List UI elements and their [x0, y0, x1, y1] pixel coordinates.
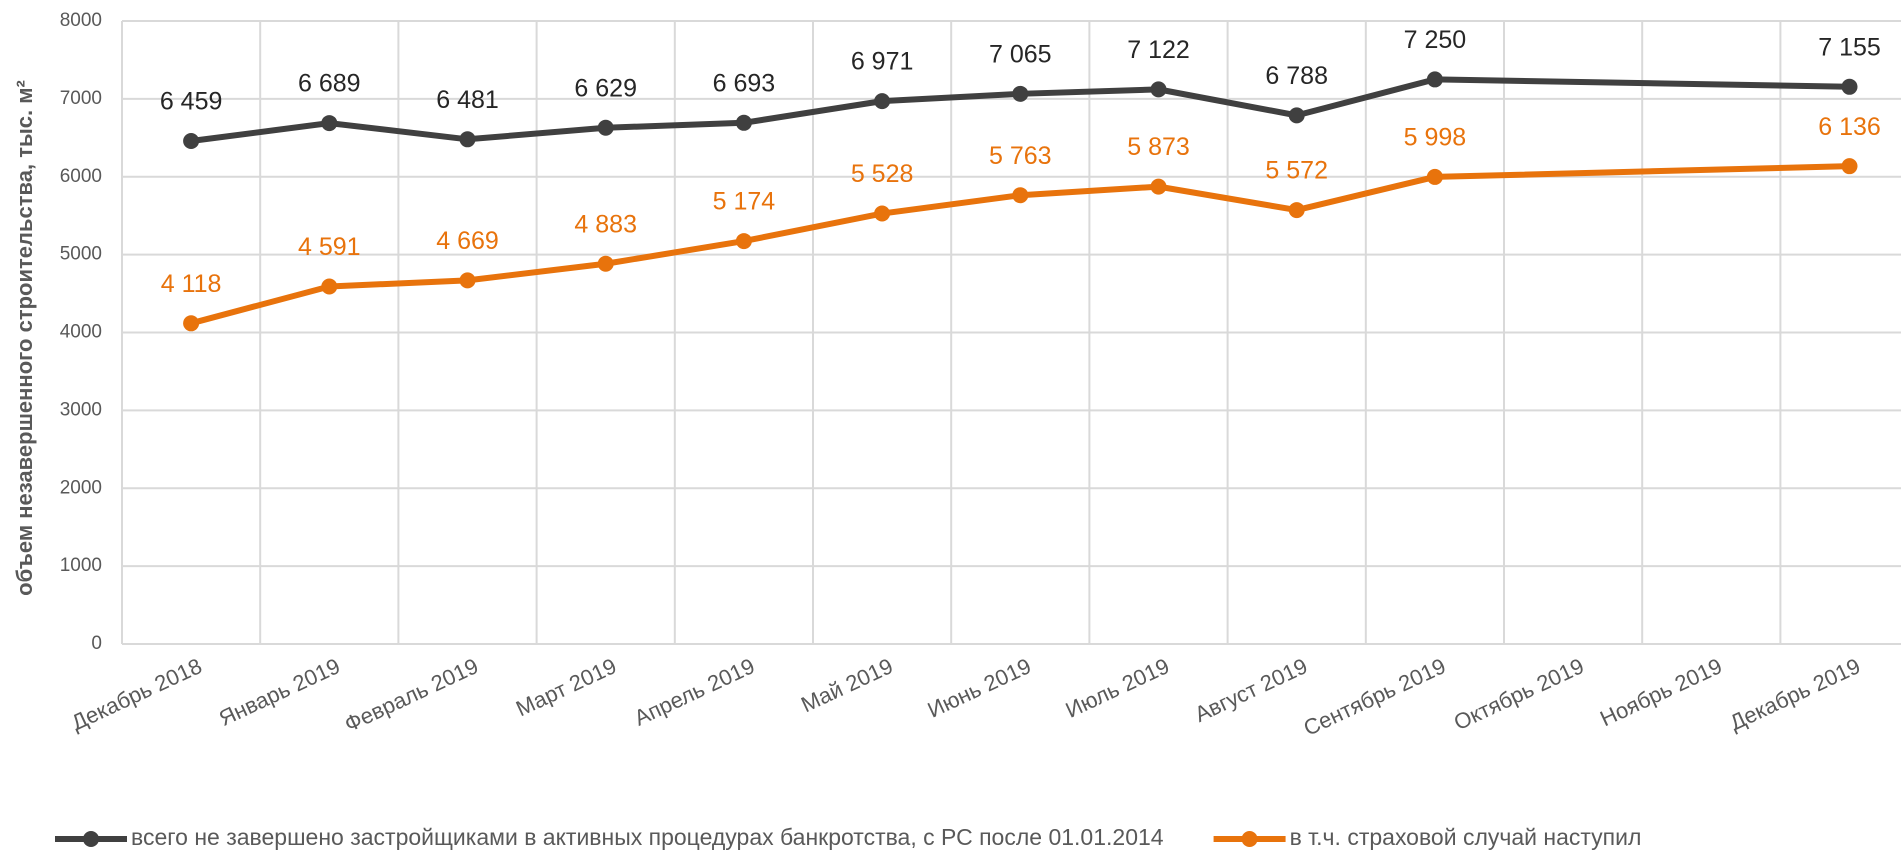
- y-axis-title: объем незавершенного строительства, тыс.…: [12, 80, 37, 596]
- data-label: 5 174: [713, 188, 776, 216]
- x-tick-label: Июнь 2019: [924, 653, 1035, 723]
- data-point: [874, 93, 891, 110]
- legend-marker: [1241, 831, 1258, 847]
- x-tick-label: Октябрь 2019: [1450, 653, 1588, 735]
- x-tick-label: Декабрь 2018: [67, 653, 205, 735]
- data-point: [459, 131, 476, 148]
- y-tick-label: 4000: [60, 322, 102, 343]
- data-label: 4 591: [298, 233, 361, 261]
- data-point: [1012, 187, 1029, 204]
- y-tick-label: 7000: [60, 88, 102, 109]
- data-label: 5 873: [1127, 133, 1190, 161]
- data-point: [1012, 85, 1029, 102]
- y-tick-label: 0: [91, 633, 102, 654]
- data-label: 6 481: [436, 86, 499, 114]
- y-tick-label: 5000: [60, 244, 102, 265]
- x-tick-label: Июль 2019: [1062, 653, 1173, 723]
- data-point: [1841, 78, 1858, 95]
- data-point: [597, 119, 614, 136]
- data-label: 7 250: [1404, 26, 1467, 54]
- data-point: [459, 272, 476, 289]
- data-point: [1288, 107, 1305, 124]
- legend-label: всего не завершено застройщиками в актив…: [131, 824, 1164, 850]
- x-tick-label: Август 2019: [1191, 653, 1311, 727]
- y-tick-label: 1000: [60, 555, 102, 576]
- data-point: [183, 315, 200, 332]
- y-tick-label: 2000: [60, 477, 102, 498]
- data-point: [735, 233, 752, 250]
- data-label: 4 669: [436, 227, 499, 255]
- data-label: 6 693: [713, 69, 776, 97]
- x-tick-label: Январь 2019: [215, 653, 344, 731]
- data-label: 6 459: [160, 88, 223, 116]
- data-label: 7 065: [989, 40, 1052, 68]
- data-label: 6 971: [851, 48, 914, 76]
- data-point: [1426, 71, 1443, 88]
- x-tick-label: Май 2019: [797, 653, 897, 717]
- x-tick-label: Сентябрь 2019: [1300, 653, 1450, 741]
- data-point: [597, 255, 614, 272]
- data-point: [1841, 158, 1858, 175]
- data-label: 7 155: [1818, 33, 1881, 61]
- data-point: [735, 114, 752, 131]
- data-label: 5 763: [989, 142, 1052, 170]
- y-tick-label: 6000: [60, 166, 102, 187]
- data-label: 4 118: [161, 270, 222, 298]
- data-point: [321, 278, 338, 295]
- x-tick-label: Февраль 2019: [341, 653, 483, 737]
- x-tick-label: Декабрь 2019: [1726, 653, 1864, 735]
- data-point: [1150, 178, 1167, 195]
- data-point: [183, 133, 200, 150]
- data-label: 6 629: [574, 74, 637, 102]
- data-point: [1150, 81, 1167, 98]
- data-label: 6 689: [298, 70, 361, 98]
- legend-label: в т.ч. страховой случай наступил: [1290, 824, 1642, 850]
- data-point: [1426, 168, 1443, 185]
- legend-marker: [83, 831, 99, 847]
- data-label: 5 528: [851, 160, 914, 188]
- data-label: 6 136: [1818, 113, 1881, 141]
- data-point: [874, 205, 891, 222]
- data-label: 7 122: [1127, 36, 1190, 64]
- data-label: 5 572: [1265, 157, 1328, 185]
- x-tick-label: Апрель 2019: [630, 653, 758, 730]
- data-label: 4 883: [574, 210, 637, 238]
- y-tick-label: 8000: [60, 10, 102, 31]
- data-label: 6 788: [1265, 62, 1328, 90]
- data-point: [321, 115, 338, 132]
- x-tick-label: Март 2019: [512, 653, 620, 721]
- y-tick-label: 3000: [60, 399, 102, 420]
- data-label: 5 998: [1404, 124, 1467, 152]
- x-tick-label: Ноябрь 2019: [1596, 653, 1726, 731]
- data-point: [1288, 202, 1305, 219]
